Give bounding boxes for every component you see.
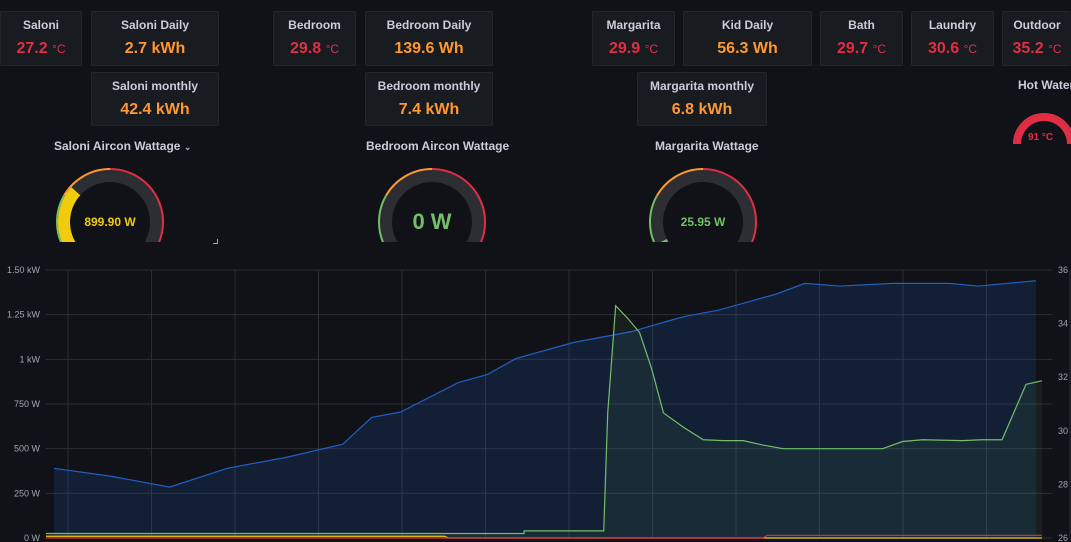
gauge-threshold-red	[702, 168, 757, 242]
left-axis-tick: 500 W	[14, 444, 41, 454]
stat-title: Saloni monthly	[111, 79, 198, 93]
stat-value: 56.3 Wh	[717, 40, 778, 57]
stat-laundry[interactable]: Laundry 30.6 °C	[911, 11, 994, 66]
stat-saloni-daily[interactable]: Saloni Daily 2.7 kWh	[91, 11, 219, 66]
bedroom-wattage-value: 0 W	[412, 209, 452, 234]
series-line	[53, 280, 1037, 488]
gauge-title-saloni[interactable]: Saloni Aircon Wattage ⌄	[54, 139, 192, 153]
series-area	[46, 305, 1042, 538]
gauge-title-margarita: Margarita Wattage	[655, 139, 759, 153]
resize-handle-icon[interactable]	[213, 239, 218, 244]
left-axis-tick: 1.50 kW	[7, 265, 41, 275]
stat-value: 29.9 °C	[608, 40, 659, 57]
stat-title: Saloni Daily	[120, 18, 190, 32]
stat-value: 6.8 kWh	[671, 101, 733, 118]
stat-margarita-monthly[interactable]: Margarita monthly 6.8 kWh	[637, 72, 767, 126]
right-axis-tick: 36	[1058, 265, 1068, 275]
stat-title: Kid Daily	[721, 18, 774, 32]
stat-bedroom-monthly[interactable]: Bedroom monthly 7.4 kWh	[365, 72, 493, 126]
series-line	[46, 534, 1042, 539]
left-axis-tick: 250 W	[14, 488, 41, 498]
gauge-threshold-orange	[656, 168, 704, 197]
stat-title: Margarita	[606, 18, 661, 32]
stat-margarita[interactable]: Margarita 29.9 °C	[592, 11, 675, 66]
stat-bedroom[interactable]: Bedroom 29.8 °C	[273, 11, 356, 66]
stat-saloni-monthly[interactable]: Saloni monthly 42.4 kWh	[91, 72, 219, 126]
stat-value: 7.4 kWh	[398, 101, 460, 118]
chevron-down-icon[interactable]: ⌄	[183, 142, 192, 152]
stat-value: 139.6 Wh	[394, 40, 464, 57]
left-axis-tick: 750 W	[14, 399, 41, 409]
right-axis-tick: 34	[1058, 319, 1068, 329]
hot-water-gauge	[1013, 113, 1071, 145]
stat-value: 30.6 °C	[927, 40, 978, 57]
hot-water-value: 91 °C	[1028, 132, 1054, 143]
gauge-track	[380, 170, 484, 242]
power-temperature-chart[interactable]: 1.50 kW 1.25 kW 1 kW 750 W 500 W 250 W 0 W 36 34…	[0, 262, 1071, 542]
gauge-track	[651, 170, 755, 242]
gauge-title-bedroom: Bedroom Aircon Wattage	[366, 139, 510, 153]
right-axis-tick: 30	[1058, 426, 1068, 436]
stat-title: Bedroom monthly	[377, 79, 481, 93]
stat-bath[interactable]: Bath 29.7 °C	[820, 11, 903, 66]
gauge-threshold-green	[649, 195, 658, 242]
stat-value: 42.4 kWh	[120, 101, 190, 118]
stat-value: 2.7 kWh	[124, 40, 186, 57]
series-area	[53, 280, 1036, 538]
stat-title: Bedroom Daily	[386, 18, 472, 32]
left-axis-tick: 1 kW	[19, 354, 40, 364]
stat-title: Outdoor	[1013, 18, 1061, 32]
gauge-threshold-green	[378, 195, 387, 242]
left-axis-tick: 0 W	[24, 533, 41, 542]
stat-title: Laundry	[928, 18, 977, 32]
gauge-threshold-green	[56, 195, 65, 242]
saloni-wattage-gauge	[56, 168, 164, 242]
right-axis-tick: 26	[1058, 533, 1068, 542]
margarita-wattage-value: 25.95 W	[680, 215, 726, 229]
gauge-threshold-red	[109, 168, 164, 242]
right-axis-tick: 28	[1058, 479, 1068, 489]
stat-saloni[interactable]: Saloni 27.2 °C	[0, 11, 82, 66]
saloni-wattage-value: 899.90 W	[84, 215, 136, 229]
gauge-threshold-orange	[63, 168, 111, 197]
stat-title: Bath	[848, 18, 875, 32]
stat-value: 27.2 °C	[16, 40, 66, 57]
series-line	[46, 304, 1043, 535]
stat-outdoor[interactable]: Outdoor 35.2 °C	[1002, 11, 1071, 66]
right-axis-tick: 32	[1058, 372, 1068, 382]
stat-title: Bedroom	[288, 18, 341, 32]
stat-value: 35.2 °C	[1012, 40, 1062, 57]
stat-value: 29.8 °C	[289, 40, 340, 57]
gauge-fill	[58, 187, 81, 242]
margarita-wattage-gauge	[649, 168, 757, 242]
stat-bedroom-daily[interactable]: Bedroom Daily 139.6 Wh	[365, 11, 493, 66]
stat-value: 29.7 °C	[836, 40, 887, 57]
stat-title: Saloni	[22, 18, 59, 32]
bedroom-wattage-gauge	[378, 168, 486, 242]
gauge-track	[58, 170, 162, 242]
left-axis-tick: 1.25 kW	[7, 310, 41, 320]
gauge-threshold-orange	[385, 168, 433, 197]
gauge-threshold-red	[431, 168, 486, 242]
stat-title: Margarita monthly	[649, 79, 754, 93]
hot-water-title: Hot Water	[1018, 78, 1071, 92]
stat-kid-daily[interactable]: Kid Daily 56.3 Wh	[683, 11, 812, 66]
